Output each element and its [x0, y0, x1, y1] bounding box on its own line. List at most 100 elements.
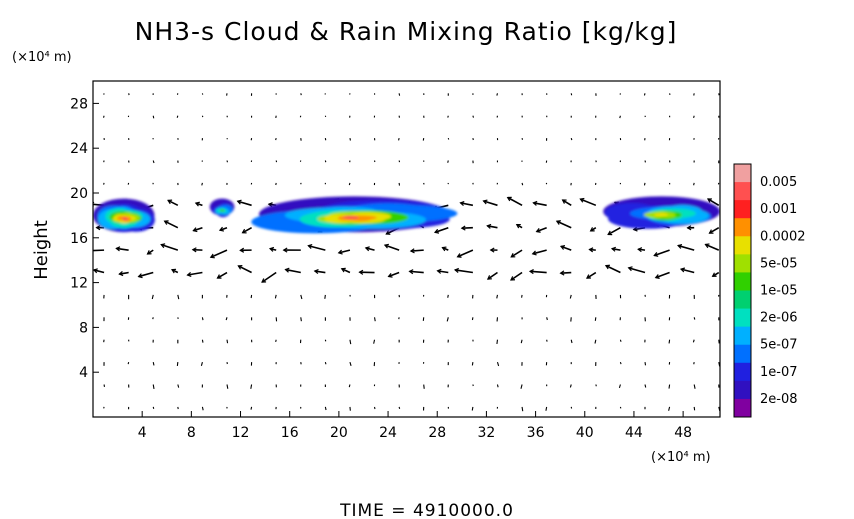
wind-vector: [532, 249, 547, 255]
wind-vector: [521, 182, 524, 186]
x-tick-label: 24: [379, 425, 397, 441]
y-tick-label: 24: [70, 141, 88, 157]
wind-vector: [300, 317, 302, 322]
wind-vector: [324, 406, 327, 411]
wind-vector: [712, 271, 720, 277]
wind-vector: [611, 247, 621, 251]
wind-vector: [338, 249, 351, 254]
wind-vector-head: [409, 248, 415, 254]
wind-vector-head: [385, 230, 391, 235]
wind-vector-head: [387, 272, 393, 278]
wind-vector: [274, 294, 277, 299]
wind-vector-head: [433, 228, 440, 234]
colorbar-swatch: [734, 398, 751, 418]
cloud-layer: [655, 213, 664, 217]
wind-vector: [496, 93, 499, 96]
wind-vector: [705, 243, 720, 251]
wind-vector: [151, 294, 154, 300]
wind-vector: [595, 384, 597, 387]
wind-vector: [668, 406, 671, 411]
x-axis: 4 8 12 16 20 24 28 32 36 40 44 48: [138, 411, 692, 441]
wind-vector-head: [118, 270, 124, 277]
colorbar-swatch: [734, 272, 751, 291]
wind-vector: [152, 384, 155, 390]
wind-vector: [177, 384, 180, 388]
wind-vector-head: [268, 246, 275, 252]
wind-vector-head: [163, 220, 169, 225]
wind-vector-head: [486, 275, 492, 280]
wind-vector: [201, 339, 204, 343]
wind-vector-head: [482, 199, 488, 205]
wind-vector-head: [340, 267, 346, 273]
wind-vector: [250, 384, 253, 389]
wind-vector: [365, 247, 375, 251]
wind-vector: [341, 268, 351, 274]
wind-vector: [349, 339, 352, 345]
colorbar-swatch: [734, 182, 751, 201]
wind-vector: [454, 269, 474, 274]
wind-vector: [562, 199, 572, 207]
wind-vector: [324, 294, 326, 299]
cloud-region: [603, 196, 720, 229]
wind-vector: [643, 93, 646, 96]
wind-vector: [693, 384, 696, 389]
y-axis-label: Height: [31, 220, 52, 280]
wind-vector: [693, 115, 695, 119]
wind-vector-head: [236, 199, 242, 205]
wind-vector: [560, 245, 572, 251]
wind-vector: [324, 361, 327, 365]
wind-vector-head: [532, 200, 538, 206]
wind-vector-head: [515, 223, 521, 229]
wind-vector: [496, 294, 499, 299]
wind-vector: [668, 384, 671, 389]
y-tick-label: 4: [79, 365, 88, 381]
wind-vector: [496, 361, 500, 367]
wind-vector-head: [708, 229, 714, 234]
wind-vector: [93, 249, 105, 252]
wind-vector: [300, 294, 303, 300]
x-tick-label: 44: [625, 425, 643, 441]
wind-vector: [560, 271, 572, 275]
wind-vector: [300, 93, 302, 96]
wind-vector: [569, 294, 572, 299]
wind-vector-head: [588, 247, 594, 253]
wind-vector: [471, 406, 474, 411]
wind-vector: [398, 137, 400, 141]
colorbar-swatch: [734, 380, 751, 400]
wind-vector: [570, 339, 573, 344]
wind-vector: [373, 339, 376, 344]
wind-vector: [308, 244, 326, 251]
wind-vector: [496, 339, 499, 344]
wind-vector: [619, 339, 622, 342]
wind-vector-head: [237, 265, 243, 270]
wind-vector-head: [192, 227, 198, 233]
x-tick-label: 8: [187, 425, 196, 441]
wind-vector-head: [313, 268, 319, 275]
wind-vector: [644, 384, 647, 388]
wind-vector: [628, 267, 646, 274]
wind-vector: [446, 317, 449, 322]
wind-vector-head: [610, 246, 616, 252]
wind-vector: [176, 115, 179, 118]
wind-vector-head: [489, 247, 495, 253]
wind-vector: [242, 227, 252, 234]
wind-vector: [580, 198, 597, 207]
wind-vector-head: [589, 227, 595, 232]
wind-vector: [388, 271, 400, 278]
wind-vector: [275, 137, 277, 141]
wind-vector: [496, 384, 499, 388]
x-tick-label: 12: [232, 425, 250, 441]
wind-vector-head: [704, 243, 710, 249]
wind-vector: [607, 227, 621, 236]
wind-vector: [217, 271, 228, 279]
wind-vector: [605, 264, 621, 274]
wind-vector: [472, 115, 474, 118]
wind-vector-head: [282, 247, 288, 253]
wind-vector-field: [93, 93, 720, 412]
wind-vector: [507, 196, 523, 207]
wind-vector: [348, 182, 351, 186]
colorbar-label: 2e-06: [760, 311, 798, 326]
wind-vector: [556, 220, 572, 229]
wind-vector: [225, 317, 228, 321]
